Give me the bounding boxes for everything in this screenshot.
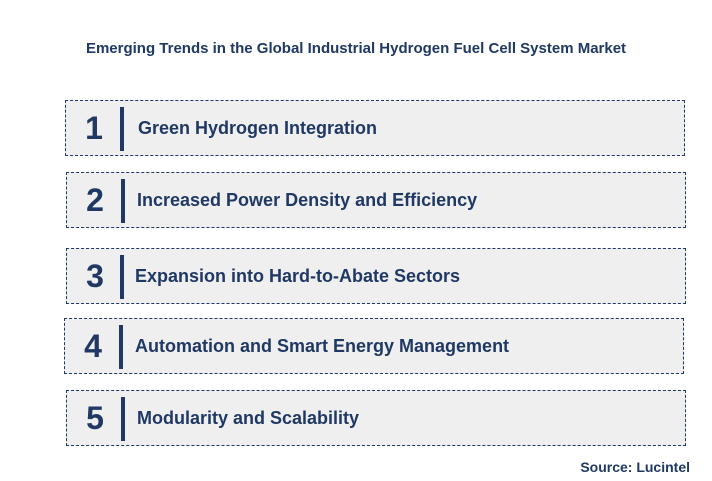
trend-item-1: 1 Green Hydrogen Integration bbox=[65, 100, 685, 156]
trend-label: Green Hydrogen Integration bbox=[138, 117, 378, 138]
trend-number: 1 bbox=[85, 109, 103, 146]
trend-label: Modularity and Scalability bbox=[137, 407, 360, 428]
trend-item-5: 5 Modularity and Scalability bbox=[66, 390, 686, 446]
trend-item-4: 4 Automation and Smart Energy Management bbox=[64, 318, 684, 374]
trend-divider bbox=[120, 107, 124, 151]
chart-title: Emerging Trends in the Global Industrial… bbox=[85, 40, 627, 57]
trend-label: Increased Power Density and Efficiency bbox=[137, 189, 478, 210]
trend-number: 5 bbox=[86, 399, 104, 436]
trend-divider bbox=[121, 179, 125, 223]
trend-divider bbox=[121, 397, 125, 441]
trend-number: 3 bbox=[86, 257, 104, 294]
trend-item-3: 3 Expansion into Hard-to-Abate Sectors bbox=[66, 248, 686, 304]
trend-divider bbox=[120, 255, 124, 299]
trend-label: Expansion into Hard-to-Abate Sectors bbox=[135, 265, 461, 286]
trend-divider bbox=[119, 325, 123, 369]
trend-number: 4 bbox=[84, 327, 102, 364]
trend-item-2: 2 Increased Power Density and Efficiency bbox=[66, 172, 686, 228]
source-note: Source: Lucintel bbox=[580, 459, 690, 475]
trend-number: 2 bbox=[86, 181, 104, 218]
trend-label: Automation and Smart Energy Management bbox=[135, 335, 510, 356]
